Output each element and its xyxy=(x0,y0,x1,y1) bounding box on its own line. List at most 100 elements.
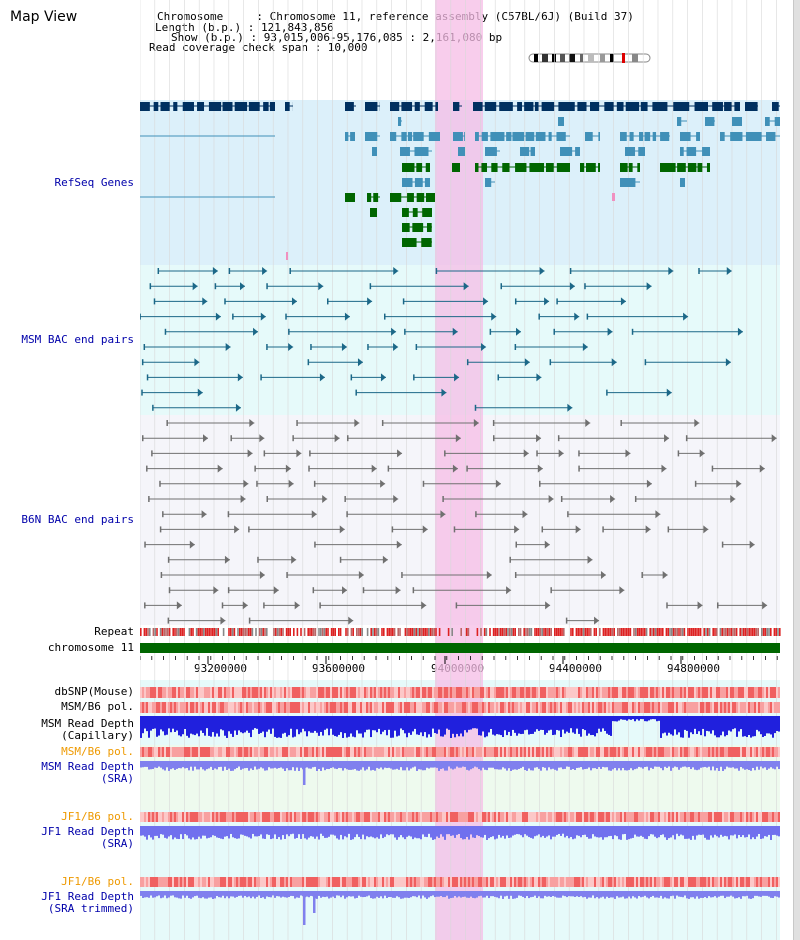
polymorphism-cell xyxy=(466,747,468,757)
track-label-msm-depth-capillary[interactable]: MSM Read Depth xyxy=(41,717,134,730)
polymorphism-cell xyxy=(488,812,490,822)
polymorphism-cell xyxy=(398,702,400,713)
polymorphism-cell xyxy=(634,747,636,757)
polymorphism-cell xyxy=(592,812,594,822)
polymorphism-cell xyxy=(298,812,300,822)
depth-bar xyxy=(608,891,610,899)
polymorphism-cell xyxy=(398,747,400,757)
polymorphism-cell xyxy=(444,812,446,822)
track-label-msm-depth-sra[interactable]: MSM Read Depth xyxy=(41,760,134,773)
track-label-jf1-b6-pol[interactable]: JF1/B6 pol. xyxy=(61,810,134,823)
polymorphism-cell xyxy=(226,747,228,757)
polymorphism-cell xyxy=(458,687,460,698)
polymorphism-cell xyxy=(772,812,774,822)
depth-bar xyxy=(318,716,320,736)
depth-bar xyxy=(372,716,374,731)
depth-bar xyxy=(480,761,482,771)
polymorphism-cell xyxy=(632,877,634,887)
track-label-jf1-depth-sra[interactable]: JF1 Read Depth xyxy=(41,825,134,838)
polymorphism-cell xyxy=(182,877,184,887)
polymorphism-cell xyxy=(166,812,168,822)
polymorphism-cell xyxy=(668,812,670,822)
depth-bar xyxy=(550,891,552,897)
repeat-element xyxy=(590,628,592,636)
polymorphism-cell xyxy=(482,702,484,713)
polymorphism-cell xyxy=(658,687,660,698)
polymorphism-cell xyxy=(140,877,142,887)
bac-end-pair xyxy=(539,479,652,488)
track-label-jf1-b6-pol-2[interactable]: JF1/B6 pol. xyxy=(61,875,134,888)
depth-bar xyxy=(390,826,392,835)
depth-bar xyxy=(298,826,300,835)
polymorphism-cell xyxy=(228,877,230,887)
track-label-dbsnp[interactable]: dbSNP(Mouse) xyxy=(54,685,134,698)
depth-bar xyxy=(578,891,580,898)
polymorphism-cell xyxy=(286,877,288,887)
chromosome-ideogram[interactable] xyxy=(528,52,652,64)
depth-bar xyxy=(450,761,452,769)
polymorphism-cell xyxy=(340,702,342,713)
depth-bar xyxy=(188,716,190,738)
depth-bar xyxy=(698,716,700,732)
depth-bar xyxy=(164,826,166,838)
polymorphism-cell xyxy=(236,877,238,887)
polymorphism-cell xyxy=(654,747,656,757)
repeat-element xyxy=(483,628,486,636)
depth-bar xyxy=(636,826,638,837)
track-label-b6n-bac[interactable]: B6N BAC end pairs xyxy=(21,513,134,526)
polymorphism-cell xyxy=(172,812,174,822)
depth-bar xyxy=(622,891,624,897)
depth-bar xyxy=(308,891,310,898)
polymorphism-cell xyxy=(600,747,602,757)
track-label-msm-b6-pol[interactable]: MSM/B6 pol. xyxy=(61,700,134,713)
vertical-scrollbar[interactable] xyxy=(793,0,800,940)
depth-bar xyxy=(290,761,292,771)
polymorphism-cell xyxy=(238,702,240,713)
depth-bar xyxy=(580,826,582,838)
depth-bar xyxy=(414,716,416,729)
depth-bar xyxy=(598,716,600,729)
polymorphism-cell xyxy=(638,747,640,757)
depth-bar xyxy=(572,826,574,840)
repeat-element xyxy=(732,628,734,636)
depth-bar xyxy=(618,891,620,898)
polymorphism-cell xyxy=(686,687,688,698)
polymorphism-cell xyxy=(740,877,742,887)
polymorphism-cell xyxy=(774,747,776,757)
gridlines xyxy=(140,0,777,940)
depth-bar xyxy=(384,891,386,896)
track-label-refseq[interactable]: RefSeq Genes xyxy=(54,176,134,189)
polymorphism-cell xyxy=(254,687,256,698)
depth-bar xyxy=(610,761,612,771)
polymorphism-cell xyxy=(536,877,538,887)
repeat-element xyxy=(501,628,504,636)
depth-bar xyxy=(740,891,742,899)
polymorphism-cell xyxy=(338,877,340,887)
depth-bar xyxy=(146,826,148,840)
depth-bar xyxy=(698,826,700,835)
depth-bar xyxy=(460,891,462,898)
depth-bar xyxy=(520,891,522,896)
depth-bar xyxy=(420,716,422,733)
depth-bar xyxy=(684,826,686,839)
polymorphism-cell xyxy=(606,702,608,713)
polymorphism-cell xyxy=(778,687,780,698)
genome-track-canvas[interactable] xyxy=(140,0,800,940)
polymorphism-cell xyxy=(334,747,336,757)
depth-bar xyxy=(362,716,364,738)
polymorphism-cell xyxy=(470,702,472,713)
track-label-jf1-depth-trimmed[interactable]: JF1 Read Depth xyxy=(41,890,134,903)
polymorphism-cell xyxy=(416,747,418,757)
polymorphism-cell xyxy=(188,747,190,757)
polymorphism-cell xyxy=(158,747,160,757)
depth-bar xyxy=(738,826,740,835)
depth-bar xyxy=(506,891,508,896)
repeat-element xyxy=(242,628,245,636)
track-label-msm-bac[interactable]: MSM BAC end pairs xyxy=(21,333,134,346)
track-label-repeat[interactable]: Repeat xyxy=(94,625,134,638)
depth-bar xyxy=(606,761,608,768)
polymorphism-cell xyxy=(664,687,666,698)
polymorphism-cell xyxy=(342,812,344,822)
track-label-msm-b6-pol-2[interactable]: MSM/B6 pol. xyxy=(61,745,134,758)
depth-bar xyxy=(328,716,330,736)
